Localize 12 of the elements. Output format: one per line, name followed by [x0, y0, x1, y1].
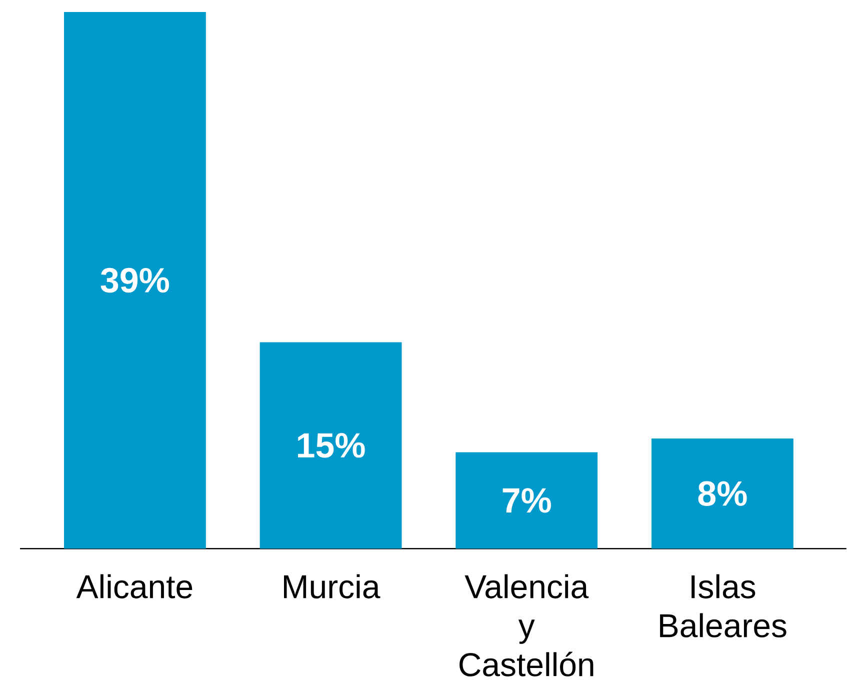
x-tick-label: Valencia y Castellón — [460, 574, 594, 677]
x-tick-label: Alicante — [76, 574, 192, 599]
bar — [64, 12, 206, 549]
bar — [260, 342, 402, 549]
data-label: 15% — [298, 433, 365, 458]
bar — [456, 452, 598, 549]
data-label: 7% — [502, 488, 551, 513]
data-label: 8% — [698, 481, 747, 506]
x-tick-label: Murcia — [284, 574, 380, 599]
data-label: 39% — [100, 268, 170, 293]
x-tick-label: Islas Baleares — [660, 574, 786, 638]
bar — [651, 438, 794, 549]
